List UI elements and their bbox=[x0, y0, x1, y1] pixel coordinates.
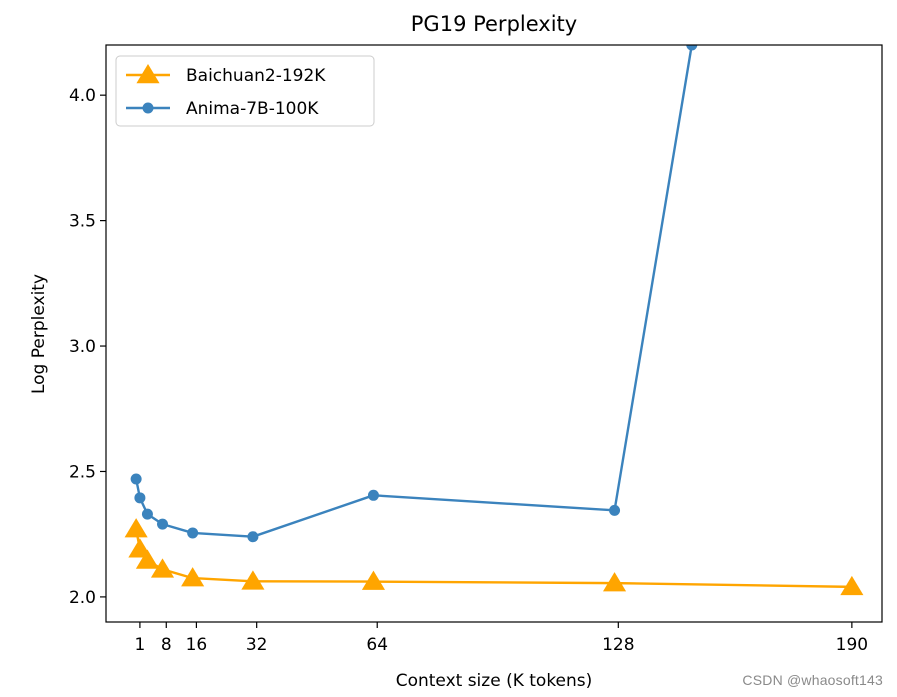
data-point-circle bbox=[157, 518, 169, 530]
series-line-baichuan2-192k bbox=[134, 528, 852, 589]
data-point-triangle bbox=[241, 570, 265, 590]
watermark: CSDN @whaosoft143 bbox=[742, 672, 883, 688]
x-tick-label: 32 bbox=[246, 635, 268, 655]
chart-title: PG19 Perplexity bbox=[411, 12, 577, 36]
x-tick-label: 1 bbox=[134, 635, 145, 655]
legend-marker-triangle bbox=[136, 64, 160, 84]
data-point-triangle bbox=[124, 518, 148, 538]
data-point-circle bbox=[187, 527, 199, 539]
y-tick-label: 3.0 bbox=[69, 337, 96, 357]
data-point-triangle bbox=[840, 575, 864, 596]
data-point-triangle bbox=[602, 572, 627, 592]
axes-frame bbox=[105, 44, 883, 623]
data-point-triangle bbox=[181, 567, 205, 587]
x-axis-label: Context size (K tokens) bbox=[396, 671, 593, 691]
data-point-circle bbox=[247, 531, 259, 543]
legend: Baichuan2-192K Anima-7B-100K bbox=[115, 55, 375, 127]
y-tick-label: 2.5 bbox=[69, 462, 96, 482]
y-tick-label: 2.0 bbox=[69, 588, 96, 608]
y-axis-label: Log Perplexity bbox=[29, 274, 49, 394]
x-tick-label: 64 bbox=[366, 635, 388, 655]
x-tick-label: 190 bbox=[836, 635, 868, 655]
legend-box bbox=[115, 55, 375, 127]
data-point-circle bbox=[134, 492, 146, 504]
data-point-circle bbox=[367, 489, 379, 501]
data-point-triangle bbox=[150, 558, 175, 578]
data-point-circle bbox=[141, 508, 153, 520]
data-point-triangle bbox=[361, 570, 386, 590]
legend-label: Baichuan2-192K bbox=[186, 66, 326, 86]
axes: 1 8 16 32 64 128 190 2.0 2.5 3.0 3.5 4.0 bbox=[69, 44, 883, 655]
x-tick-label: 128 bbox=[602, 635, 634, 655]
data-point-circle bbox=[609, 504, 621, 516]
data-point-circle bbox=[686, 45, 698, 51]
plot-area bbox=[124, 45, 864, 596]
data-point-triangle bbox=[135, 549, 159, 569]
y-tick-label: 3.5 bbox=[69, 212, 96, 232]
data-point-circle bbox=[130, 473, 142, 485]
x-tick-label: 8 bbox=[161, 635, 172, 655]
x-tick-label: 16 bbox=[186, 635, 208, 655]
legend-label: Anima-7B-100K bbox=[186, 99, 319, 119]
y-tick-label: 4.0 bbox=[69, 86, 96, 106]
legend-marker-circle bbox=[142, 102, 154, 114]
